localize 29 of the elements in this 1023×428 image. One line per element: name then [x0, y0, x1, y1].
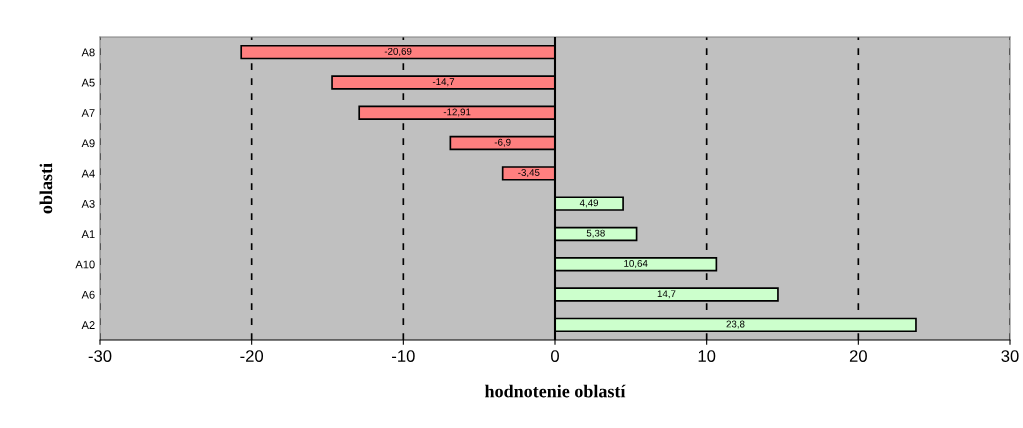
y-tick-label: A3 [81, 199, 95, 208]
x-tick-label: -10 [392, 350, 415, 362]
data-label: -3,45 [518, 169, 540, 178]
y-tick-label: A5 [81, 78, 95, 87]
data-label: -6,9 [494, 138, 511, 147]
y-tick-label: A10 [75, 260, 95, 269]
y-tick-label: A7 [81, 109, 95, 117]
data-label: -20,69 [384, 47, 412, 56]
data-label: 14,7 [657, 290, 676, 299]
x-tick-label: -20 [240, 350, 264, 362]
data-label: -14,7 [432, 78, 455, 87]
data-label: 10,64 [624, 259, 648, 269]
data-label: 23,8 [726, 320, 745, 329]
x-axis-title: hodnotenie oblastí [484, 384, 626, 398]
x-tick-label: 30 [1001, 350, 1019, 362]
x-tick-label: 0 [551, 350, 559, 362]
y-tick-label: A4 [81, 169, 95, 178]
x-tick-label: 10 [698, 350, 716, 362]
data-label: 5,38 [586, 229, 605, 238]
y-axis-title: oblasti [39, 163, 53, 214]
y-tick-label: A9 [81, 139, 95, 148]
y-tick-label: A1 [81, 230, 95, 238]
data-label: 4,49 [579, 199, 599, 208]
x-tick-label: -30 [88, 350, 112, 362]
data-label: -12,91 [443, 108, 471, 117]
y-tick-label: A8 [81, 48, 95, 57]
x-tick-label: 20 [849, 350, 867, 362]
y-tick-label: A2 [81, 321, 95, 329]
y-tick-label: A6 [81, 290, 95, 299]
